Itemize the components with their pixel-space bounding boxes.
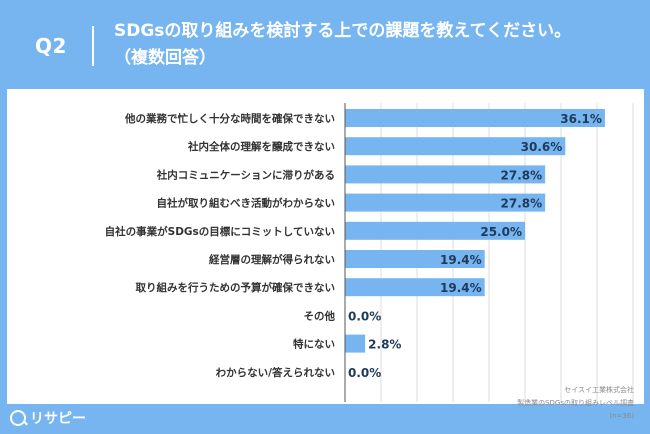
category-label: 社内全体の理解を醸成できない	[187, 140, 335, 153]
value-label: 27.8%	[501, 168, 543, 182]
question-title-line1: SDGsの取り組みを検討する上での課題を教えてください。	[114, 21, 572, 41]
brand-logo-text: リサピー	[30, 411, 86, 427]
bar	[345, 193, 546, 212]
category-label: 経営層の理解が得られない	[209, 253, 335, 266]
bar	[345, 137, 566, 156]
value-label: 25.0%	[480, 225, 522, 239]
bar-chart: 他の業務で忙しく十分な時間を確保できない 36.1% 社内全体の理解を醸成できない 3…	[105, 103, 634, 402]
category-label: 他の業務で忙しく十分な時間を確保できない	[124, 112, 335, 125]
category-label: 社内コミュニケーションに滞りがある	[156, 168, 335, 181]
category-label: 特にない	[293, 338, 335, 351]
value-label: 2.8%	[368, 338, 401, 352]
value-label: 36.1%	[560, 112, 602, 126]
bar	[345, 250, 485, 268]
source-credit: セイスイ工業株式会社 製造業のSDGsの取り組みレベル調査 (n=36)	[517, 384, 634, 423]
value-label: 30.6%	[521, 140, 563, 154]
bar	[345, 109, 605, 127]
category-label: 自社の事業がSDGsの目標にコミットしていない	[105, 225, 335, 238]
category-label: わからない/答えられない	[216, 366, 335, 379]
value-label: 0.0%	[348, 366, 381, 380]
credit-sample: (n=36)	[609, 412, 634, 420]
magnifier-icon	[10, 410, 26, 426]
chart-card: 他の業務で忙しく十分な時間を確保できない 36.1% 社内全体の理解を醸成できない 3…	[7, 89, 644, 404]
header: Q2 SDGsの取り組みを検討する上での課題を教えてください。 （複数回答）	[0, 0, 650, 88]
header-divider	[92, 26, 94, 66]
question-title: SDGsの取り組みを検討する上での課題を教えてください。 （複数回答）	[114, 18, 634, 72]
question-title-line2: （複数回答）	[114, 48, 216, 68]
credit-survey: 製造業のSDGsの取り組みレベル調査	[517, 399, 634, 407]
question-number: Q2	[35, 34, 67, 58]
value-label: 19.4%	[440, 253, 482, 267]
bar	[345, 221, 525, 240]
value-label: 27.8%	[501, 197, 543, 211]
bar	[345, 165, 546, 184]
bar	[345, 334, 366, 353]
category-label: 自社が取り組むべき活動がわからない	[157, 197, 336, 210]
value-label: 0.0%	[348, 309, 381, 323]
credit-company: セイスイ工業株式会社	[564, 386, 634, 394]
category-label: その他	[304, 309, 336, 322]
bar	[345, 278, 485, 297]
brand-logo: リサピー	[10, 408, 86, 428]
value-label: 19.4%	[440, 281, 482, 295]
category-label: 取り組みを行うための予算が確保できない	[136, 281, 336, 294]
